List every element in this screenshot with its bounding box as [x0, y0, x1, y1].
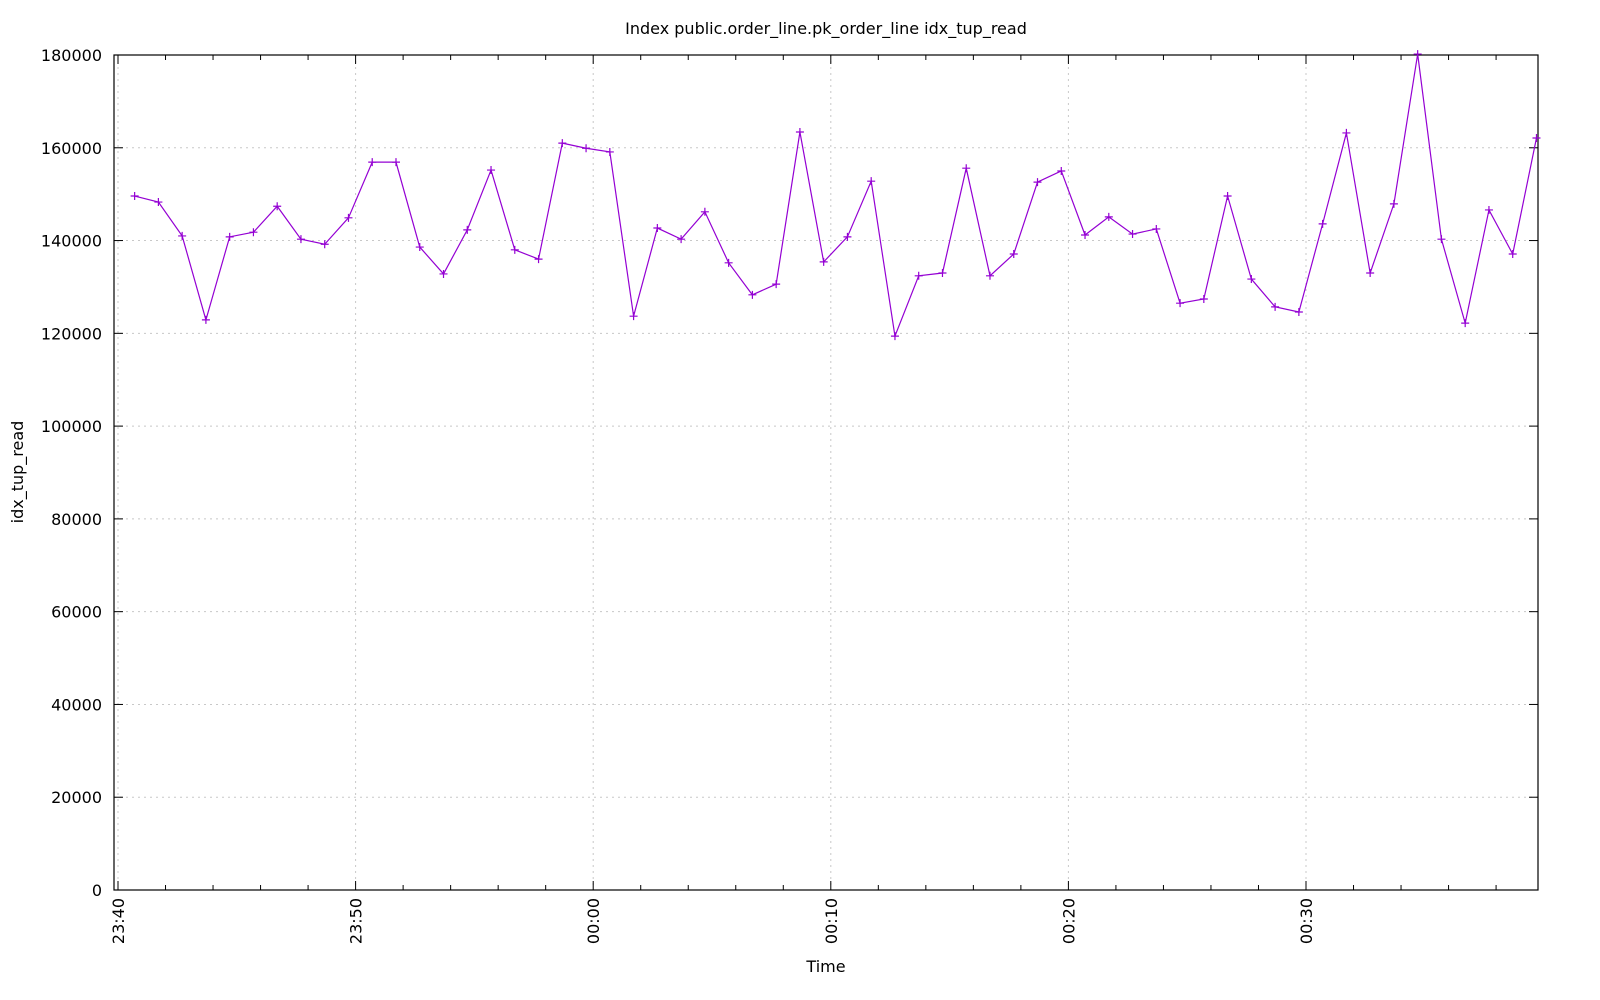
y-tick-label: 80000 [51, 510, 102, 529]
plus-marker-icon [582, 144, 591, 153]
plus-marker-icon [748, 290, 757, 299]
plus-marker-icon [178, 231, 187, 240]
plus-marker-icon [1342, 128, 1351, 137]
plus-marker-icon [320, 240, 329, 249]
plus-marker-icon [724, 258, 733, 267]
x-tick-label: 00:20 [1059, 898, 1078, 944]
plus-marker-icon [1199, 295, 1208, 304]
plus-marker-icon [1484, 205, 1493, 214]
plus-marker-icon [368, 158, 377, 167]
x-tick-label: 00:00 [584, 898, 603, 944]
y-tick-label: 160000 [41, 139, 102, 158]
plus-marker-icon [487, 166, 496, 175]
plus-marker-icon [1318, 219, 1327, 228]
plus-marker-icon [629, 312, 638, 321]
y-axis: 0 20000 40000 60000 80000 100000 120000 140000 1… [41, 46, 1538, 900]
x-axis: 23:40 23:50 00:00 00:10 00:20 00:30 [109, 55, 1497, 944]
plus-marker-icon [391, 158, 400, 167]
x-tick-label: 00:30 [1297, 898, 1316, 944]
plus-marker-icon [677, 235, 686, 244]
plus-marker-icon [962, 164, 971, 173]
plus-marker-icon [130, 192, 139, 201]
plus-marker-icon [1152, 224, 1161, 233]
plus-marker-icon [772, 280, 781, 289]
plus-marker-icon [1128, 230, 1137, 239]
y-tick-label: 20000 [51, 788, 102, 807]
y-tick-label: 120000 [41, 324, 102, 343]
plus-marker-icon [1033, 178, 1042, 187]
plus-marker-icon [605, 147, 614, 156]
chart-title: Index public.order_line.pk_order_line id… [625, 19, 1027, 39]
y-tick-label: 180000 [41, 46, 102, 65]
plus-marker-icon [1413, 50, 1422, 59]
plus-marker-icon [439, 269, 448, 278]
plus-marker-icon [1104, 212, 1113, 221]
data-series [130, 50, 1541, 341]
plus-marker-icon [1009, 250, 1018, 259]
plus-marker-icon [249, 228, 258, 237]
plus-marker-icon [154, 198, 163, 207]
plus-marker-icon [1461, 319, 1470, 328]
plus-marker-icon [1247, 275, 1256, 284]
plus-marker-icon [700, 207, 709, 216]
plus-marker-icon [795, 128, 804, 137]
plus-marker-icon [534, 255, 543, 264]
plus-marker-icon [867, 177, 876, 186]
plus-marker-icon [1294, 307, 1303, 316]
x-tick-label: 23:40 [109, 898, 128, 944]
plus-marker-icon [225, 232, 234, 241]
plus-marker-icon [1437, 235, 1446, 244]
plus-marker-icon [1508, 250, 1517, 259]
y-tick-label: 60000 [51, 603, 102, 622]
plus-marker-icon [1271, 302, 1280, 311]
y-tick-label: 100000 [41, 417, 102, 436]
plus-marker-icon [463, 225, 472, 234]
series-line [134, 53, 1538, 339]
plus-marker-icon [1223, 192, 1232, 201]
plus-marker-icon [415, 243, 424, 252]
plus-marker-icon [510, 245, 519, 254]
plus-marker-icon [558, 139, 567, 148]
plot-area-border [113, 54, 1539, 891]
plus-marker-icon [1057, 166, 1066, 175]
plus-marker-icon [344, 213, 353, 222]
plus-marker-icon [890, 332, 899, 341]
plus-marker-icon [1081, 230, 1090, 239]
plus-marker-icon [1532, 134, 1541, 143]
plus-marker-icon [273, 202, 282, 211]
plus-marker-icon [1176, 299, 1185, 308]
plus-marker-icon [843, 232, 852, 241]
x-tick-label: 00:10 [822, 898, 841, 944]
grid-lines [114, 55, 1538, 890]
x-tick-label: 23:50 [347, 898, 366, 944]
y-tick-label: 140000 [41, 232, 102, 251]
plus-marker-icon [1389, 199, 1398, 208]
plus-marker-icon [296, 235, 305, 244]
plus-marker-icon [938, 269, 947, 278]
y-tick-label: 40000 [51, 695, 102, 714]
plus-marker-icon [1366, 269, 1375, 278]
y-axis-label: idx_tup_read [8, 421, 28, 524]
x-axis-label: Time [805, 957, 845, 976]
y-tick-label: 0 [92, 881, 102, 900]
plus-marker-icon [819, 257, 828, 266]
plus-marker-icon [914, 271, 923, 280]
plus-marker-icon [985, 271, 994, 280]
plus-marker-icon [653, 224, 662, 233]
plus-marker-icon [201, 315, 210, 324]
